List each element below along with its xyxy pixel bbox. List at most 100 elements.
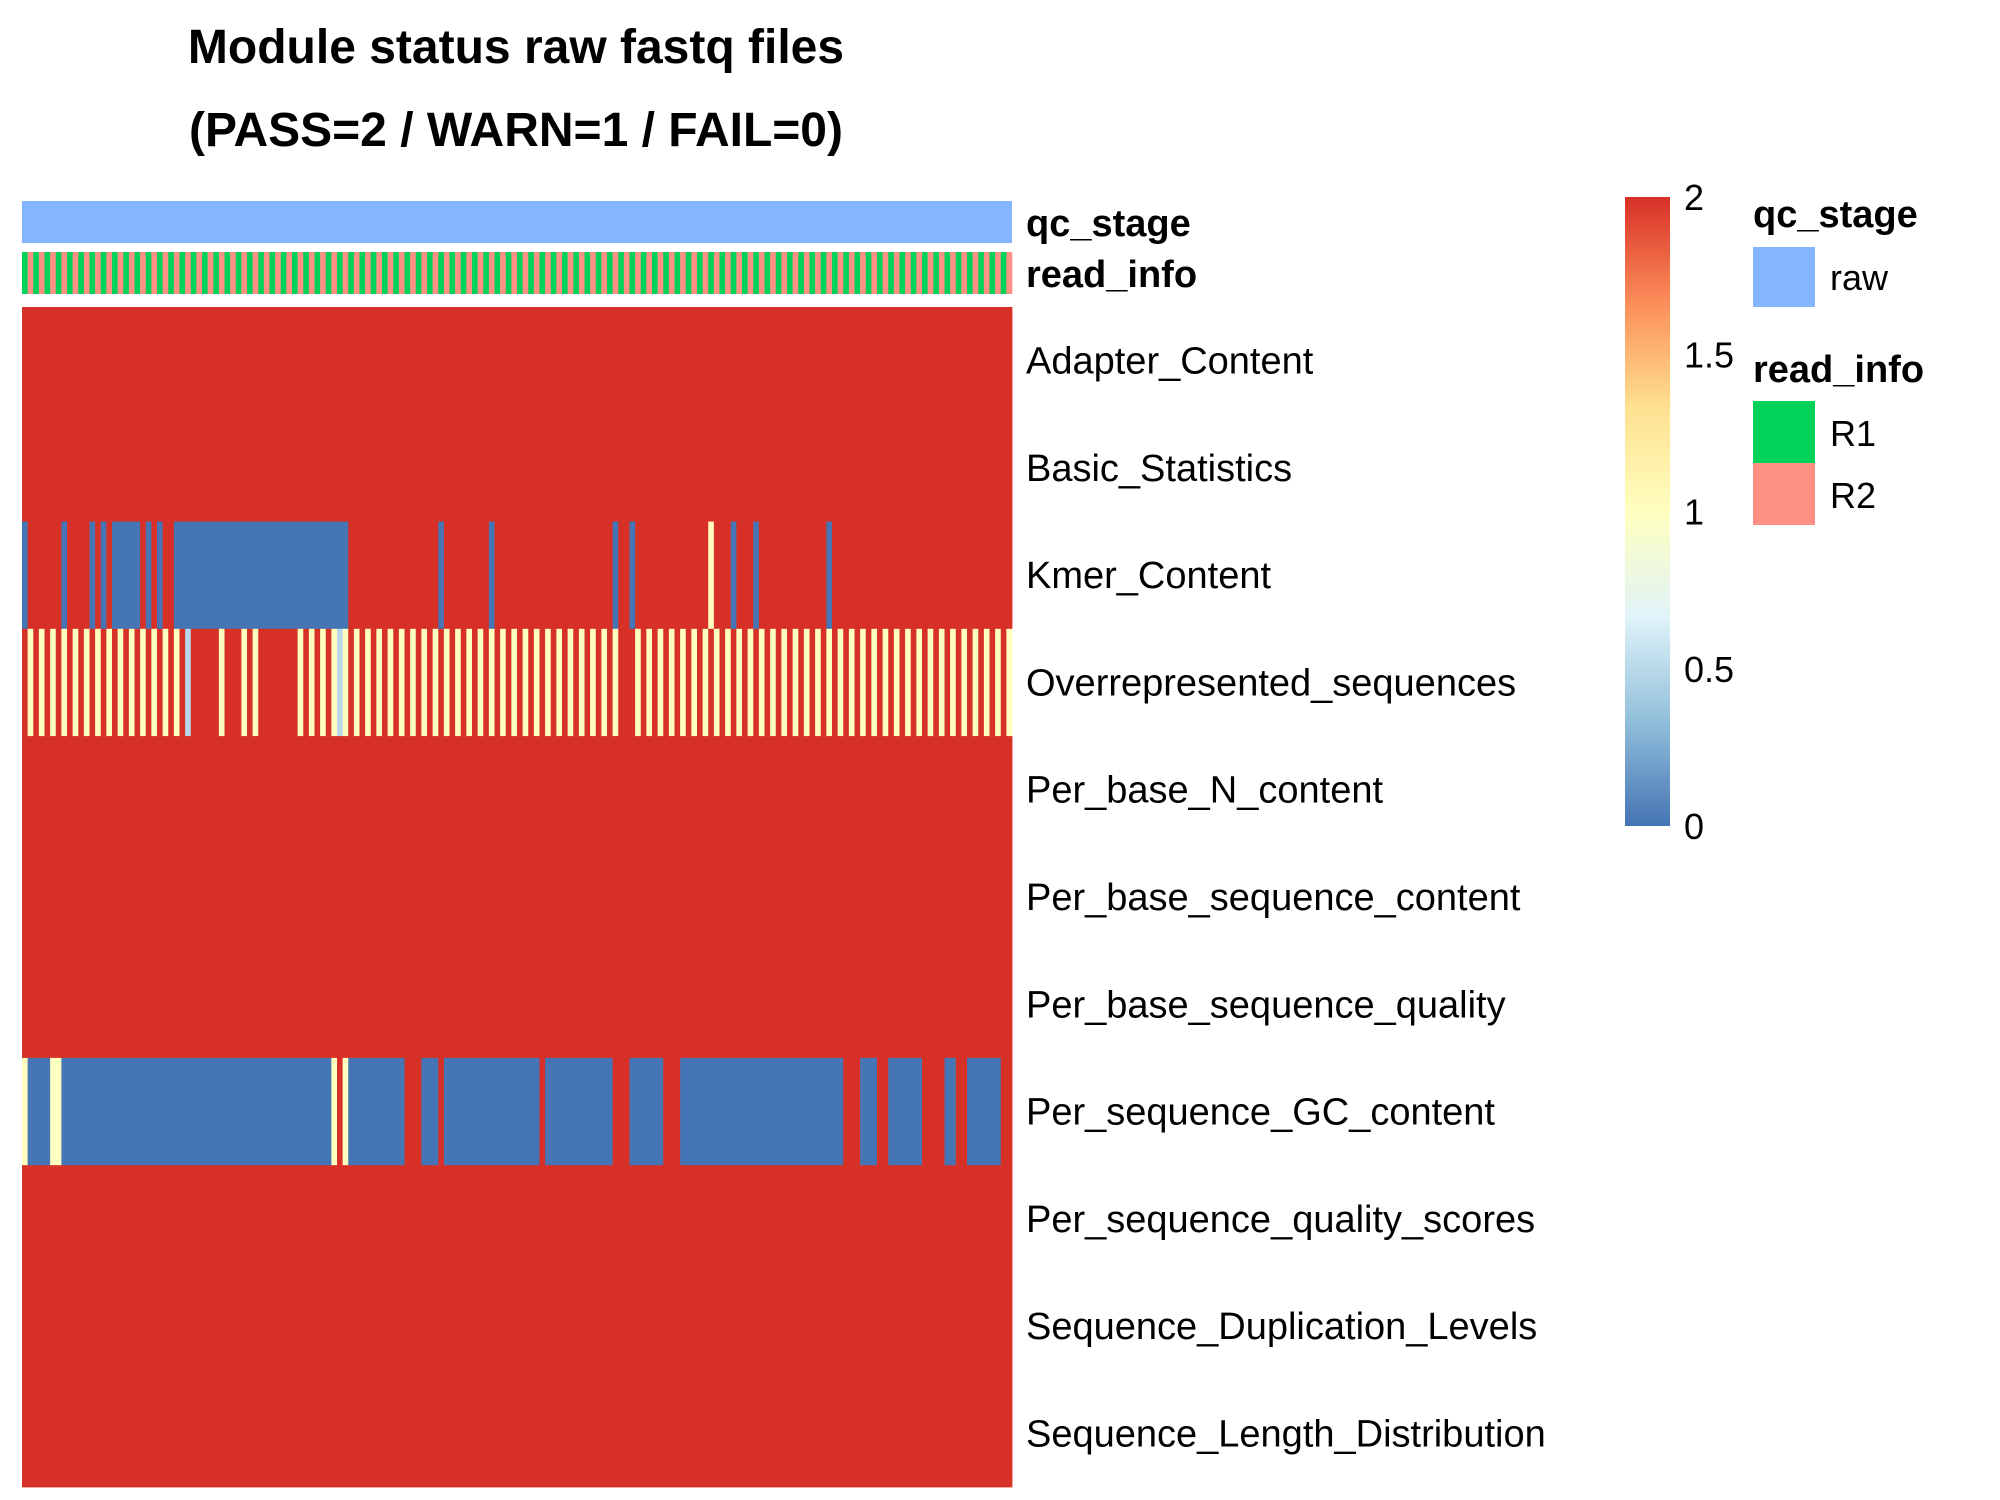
- annotation-cell-read-info: [500, 252, 507, 294]
- annotation-cell-read-info: [938, 252, 945, 294]
- heatmap-cell: [348, 521, 439, 630]
- heatmap-cell: [157, 628, 164, 737]
- heatmap-cell: [460, 628, 467, 737]
- heatmap-cell: [832, 628, 839, 737]
- annotation-cell-read-info: [359, 252, 366, 294]
- heatmap-row-per-sequence-gc-content: [22, 1057, 1013, 1166]
- annotation-cell-read-info: [798, 252, 805, 294]
- annotation-cell-read-info: [843, 252, 850, 294]
- row-label: Kmer_Content: [1026, 555, 1271, 597]
- row-label: Per_sequence_quality_scores: [1026, 1199, 1535, 1241]
- heatmap-cell: [83, 628, 90, 737]
- row-label: Per_base_sequence_quality: [1026, 984, 1506, 1026]
- heatmap-cell: [22, 950, 1013, 1059]
- heatmap-cell: [753, 521, 760, 630]
- heatmap-cell: [33, 628, 40, 737]
- heatmap-cell: [410, 628, 417, 737]
- annotation-cell-read-info: [983, 252, 990, 294]
- heatmap-cell: [584, 628, 591, 737]
- heatmap-cell: [826, 628, 833, 737]
- heatmap-cell: [646, 628, 653, 737]
- heatmap-cell: [477, 628, 484, 737]
- heatmap-cell: [809, 628, 816, 737]
- heatmap-cell: [612, 1057, 630, 1166]
- annotation-cell-read-info: [826, 252, 833, 294]
- annotation-cell-read-info: [78, 252, 85, 294]
- heatmap-cell: [472, 628, 479, 737]
- annotation-cell-read-info: [415, 252, 422, 294]
- annotation-cell-read-info: [618, 252, 625, 294]
- heatmap-cell: [955, 1057, 968, 1166]
- heatmap-cell: [483, 628, 490, 737]
- heatmap-cell: [22, 1057, 29, 1166]
- heatmap-row-sequence-length-distribution: [22, 1379, 1013, 1488]
- colorbar-tick-label: 1.5: [1684, 334, 1734, 375]
- legend-title-read-info: read_info: [1753, 349, 1924, 391]
- heatmap-cell: [758, 628, 765, 737]
- heatmap-row-kmer-content: [22, 521, 1013, 630]
- annotation-cell-read-info: [893, 252, 900, 294]
- annotation-cell-read-info: [511, 252, 518, 294]
- heatmap-cell: [978, 628, 985, 737]
- heatmap-cell: [888, 1057, 923, 1166]
- annotation-cell-read-info: [590, 252, 597, 294]
- heatmap-cell: [38, 628, 45, 737]
- heatmap-cell: [331, 1057, 338, 1166]
- heatmap-cell: [674, 628, 681, 737]
- heatmap-cell: [466, 628, 473, 737]
- annotation-cell-read-info: [820, 252, 827, 294]
- annotation-cell-read-info: [562, 252, 568, 294]
- heatmap-cell: [342, 628, 349, 737]
- heatmap-cell: [871, 628, 878, 737]
- heatmap-cell: [359, 628, 366, 737]
- annotation-cell-read-info: [787, 252, 793, 294]
- annotation-cell-read-info: [472, 252, 478, 294]
- annotation-cell-read-info: [162, 252, 169, 294]
- annotation-cell-read-info: [640, 252, 647, 294]
- annotation-cell-read-info: [190, 252, 197, 294]
- heatmap-cell: [983, 628, 990, 737]
- heatmap-row-overrepresented-sequences: [22, 628, 1013, 737]
- heatmap-row-basic-statistics: [22, 414, 1013, 522]
- annotation-cell-read-info: [449, 252, 456, 294]
- heatmap-cell: [123, 628, 130, 737]
- annotation-track-read-info: [22, 252, 1013, 294]
- heatmap-cell: [877, 628, 884, 737]
- annotation-cell-read-info: [742, 252, 748, 294]
- annotation-cell-read-info: [140, 252, 147, 294]
- heatmap-cell: [331, 628, 338, 737]
- annotation-cell-read-info: [623, 252, 630, 294]
- heatmap-cell: [67, 521, 90, 630]
- annotation-cell-read-info: [353, 252, 360, 294]
- annotation-cell-read-info: [443, 252, 450, 294]
- heatmap-cell: [567, 628, 574, 737]
- annotation-cell-read-info: [601, 252, 608, 294]
- heatmap-cell: [89, 628, 96, 737]
- annotation-cell-read-info: [539, 252, 546, 294]
- annotation-cell-read-info: [466, 252, 473, 294]
- heatmap-cell: [899, 628, 906, 737]
- heatmap-cell: [173, 521, 349, 630]
- heatmap-cell: [247, 628, 254, 737]
- heatmap-cell: [78, 628, 85, 737]
- annotation-cell-read-info: [337, 252, 343, 294]
- annotation-cell-read-info: [910, 252, 917, 294]
- annotation-cell-read-info: [854, 252, 861, 294]
- heatmap-cell: [787, 628, 794, 737]
- heatmap-cell: [713, 628, 720, 737]
- heatmap-cell: [725, 628, 732, 737]
- heatmap-cell: [151, 628, 158, 737]
- annotation-label-read-info: read_info: [1026, 254, 1197, 296]
- annotation-cell-read-info: [117, 252, 124, 294]
- heatmap-cell: [112, 521, 141, 630]
- annotation-cell-read-info: [792, 252, 799, 294]
- row-label: Per_sequence_GC_content: [1026, 1092, 1495, 1134]
- annotation-cell-qc-stage: [22, 201, 1012, 243]
- heatmap-cell: [860, 628, 867, 737]
- legend-label-r1: R1: [1830, 413, 1876, 454]
- legend-label-r2: R2: [1830, 475, 1876, 516]
- heatmap-cell: [140, 628, 147, 737]
- heatmap-row-per-base-sequence-content: [22, 843, 1013, 952]
- heatmap-cell: [562, 628, 569, 737]
- heatmap-cell: [438, 521, 445, 630]
